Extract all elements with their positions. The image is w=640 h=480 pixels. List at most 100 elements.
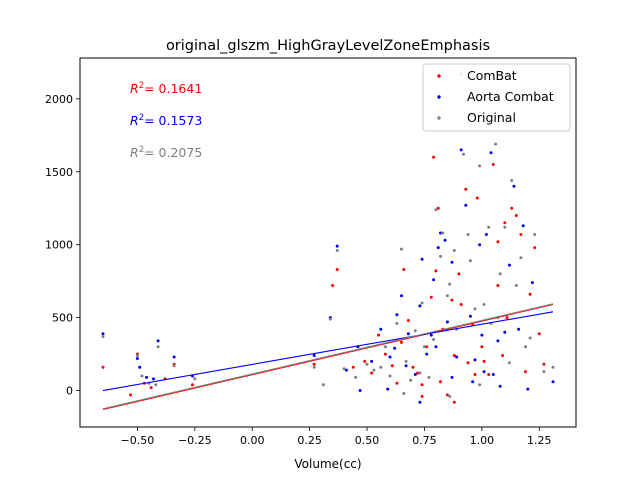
data-point (507, 361, 511, 365)
data-point (480, 345, 484, 349)
data-point (135, 354, 139, 357)
legend-marker (437, 95, 441, 99)
data-point (512, 184, 516, 188)
data-point (510, 206, 514, 210)
data-point (416, 371, 420, 375)
data-point (496, 240, 500, 244)
data-point (129, 393, 132, 397)
data-point (420, 301, 424, 305)
data-point (473, 307, 477, 311)
data-point (464, 203, 468, 207)
data-point (413, 329, 417, 333)
data-point (480, 333, 484, 337)
data-point (468, 314, 472, 318)
data-point (441, 231, 445, 235)
data-point (420, 257, 424, 261)
data-point (383, 352, 387, 356)
data-point (193, 377, 197, 381)
x-tick-label: 1.25 (527, 434, 552, 447)
data-point (425, 352, 429, 356)
data-point (335, 268, 339, 271)
data-point (328, 317, 332, 321)
data-point (445, 320, 449, 324)
data-point (521, 224, 525, 228)
data-point (482, 370, 486, 374)
y-tick-label: 2000 (45, 93, 73, 106)
data-point (439, 380, 442, 384)
data-point (491, 163, 495, 166)
data-point (498, 272, 502, 276)
data-point (418, 304, 422, 308)
data-point (487, 225, 491, 229)
data-point (101, 332, 105, 336)
x-tick-label: 0.50 (355, 434, 380, 447)
data-point (473, 358, 477, 362)
x-tick-label: 0.25 (297, 434, 322, 447)
data-point (406, 319, 410, 322)
y-tick-label: 1500 (45, 166, 73, 179)
data-point (455, 355, 459, 359)
data-point (379, 365, 383, 369)
data-point (484, 233, 488, 236)
data-point (475, 196, 479, 200)
data-point (542, 370, 546, 374)
data-point (429, 295, 433, 299)
data-point (358, 389, 362, 392)
data-point (503, 330, 507, 334)
data-point (542, 362, 546, 366)
data-point (464, 187, 468, 191)
data-point (519, 233, 523, 236)
data-point (395, 313, 399, 317)
data-point (335, 244, 339, 248)
data-point (457, 272, 461, 276)
data-point (530, 281, 534, 285)
data-point (370, 371, 374, 375)
data-point (354, 375, 358, 379)
data-point (487, 373, 491, 376)
data-point (312, 365, 316, 369)
legend: ComBat Aorta Combat Original (422, 63, 571, 132)
data-point (471, 380, 475, 384)
r-squared-text: R2= 0.2075 (130, 145, 202, 160)
x-axis: −0.50 −0.25 0.00 0.25 0.50 0.75 1.00 1.25 (121, 427, 552, 447)
data-point (420, 394, 424, 398)
data-point (448, 282, 452, 286)
data-point (404, 364, 408, 368)
data-point (420, 383, 424, 387)
data-point (503, 221, 507, 225)
data-point (473, 373, 477, 376)
series-original (101, 72, 555, 398)
data-point (462, 152, 465, 156)
data-point (514, 284, 518, 287)
data-point (478, 243, 482, 247)
data-point (342, 367, 346, 371)
data-point (390, 364, 394, 368)
data-point (482, 359, 486, 363)
data-point (450, 298, 454, 302)
data-point (524, 345, 527, 349)
data-point (400, 294, 403, 298)
data-point (551, 380, 555, 384)
x-tick-label: 1.00 (470, 434, 495, 447)
data-point (507, 263, 511, 267)
data-point (510, 179, 514, 182)
data-point (400, 247, 403, 251)
data-point (533, 246, 537, 250)
data-point (404, 359, 408, 363)
data-point (312, 362, 316, 366)
data-point (439, 254, 442, 258)
y-tick-label: 500 (52, 312, 73, 325)
chart-title: original_glszm_HighGrayLevelZoneEmphasis (166, 38, 490, 54)
y-tick-label: 1000 (45, 239, 73, 252)
data-point (427, 375, 431, 379)
data-point (503, 225, 507, 229)
data-point (528, 336, 532, 340)
r-squared-text: R2= 0.1641 (130, 81, 202, 96)
data-point (514, 214, 518, 217)
data-point (498, 384, 502, 388)
data-point (191, 383, 194, 387)
data-point (312, 354, 316, 357)
data-point (365, 362, 369, 366)
data-point (432, 155, 436, 159)
x-tick-label: −0.50 (121, 434, 155, 447)
